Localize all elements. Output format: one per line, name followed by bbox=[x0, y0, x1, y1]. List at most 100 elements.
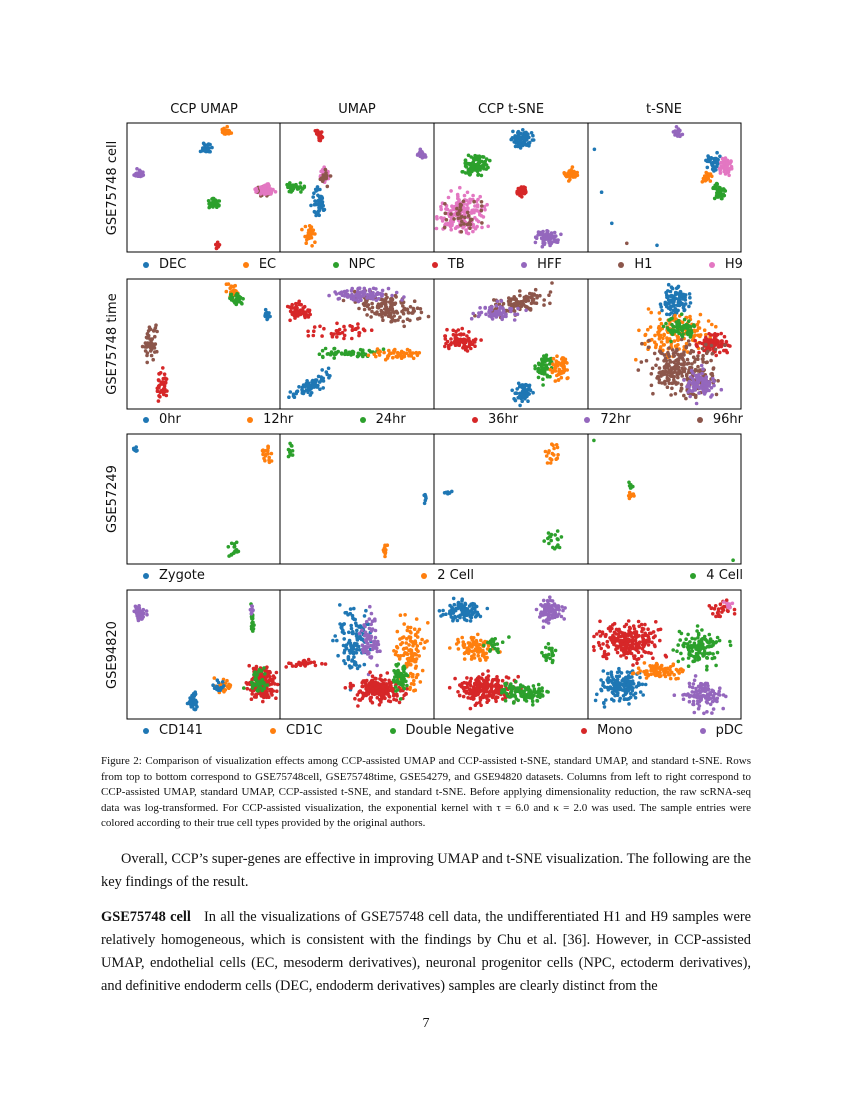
scatter-point bbox=[522, 394, 527, 399]
scatter-point bbox=[541, 625, 546, 629]
scatter-point bbox=[266, 444, 270, 449]
scatter-point bbox=[447, 685, 452, 690]
scatter-point bbox=[249, 608, 254, 612]
scatter-point bbox=[300, 227, 304, 232]
scatter-point bbox=[298, 308, 303, 313]
scatter-point bbox=[368, 296, 373, 300]
scatter-point bbox=[315, 185, 320, 189]
scatter-point bbox=[686, 390, 690, 394]
scatter-point bbox=[356, 704, 360, 708]
scatter-point bbox=[395, 694, 399, 698]
scatter-point bbox=[393, 293, 398, 298]
scatter-point bbox=[420, 668, 425, 673]
scatter-point bbox=[258, 192, 263, 196]
scatter-point bbox=[370, 301, 374, 306]
scatter-point bbox=[411, 307, 416, 312]
scatter-point bbox=[387, 694, 391, 698]
scatter-point bbox=[474, 614, 479, 618]
scatter-point bbox=[412, 627, 417, 631]
scatter-point bbox=[531, 138, 536, 142]
scatter-point bbox=[414, 617, 419, 621]
scatter-point bbox=[700, 371, 704, 376]
scatter-point bbox=[705, 159, 710, 164]
scatter-point bbox=[394, 650, 399, 654]
scatter-point bbox=[356, 299, 361, 304]
scatter-point bbox=[329, 350, 334, 354]
scatter-point bbox=[477, 649, 481, 654]
scatter-point bbox=[539, 364, 544, 369]
scatter-point bbox=[707, 332, 711, 336]
scatter-point bbox=[325, 352, 330, 356]
scatter-point bbox=[679, 389, 683, 393]
scatter-point bbox=[288, 448, 292, 453]
scatter-point bbox=[302, 658, 307, 663]
scatter-point bbox=[367, 289, 372, 293]
scatter-point bbox=[156, 384, 161, 389]
scatter-point bbox=[395, 688, 400, 692]
scatter-point bbox=[688, 295, 692, 300]
scatter-point bbox=[463, 215, 467, 220]
scatter-point bbox=[704, 342, 708, 347]
scatter-point bbox=[405, 652, 410, 656]
scatter-point bbox=[400, 298, 404, 302]
scatter-point bbox=[691, 379, 696, 384]
scatter-point bbox=[557, 612, 561, 616]
scatter-point bbox=[693, 338, 697, 343]
scatter-point bbox=[382, 350, 386, 355]
scatter-point bbox=[320, 168, 325, 172]
scatter-point bbox=[465, 334, 469, 338]
scatter-point bbox=[461, 694, 466, 699]
scatter-point bbox=[335, 329, 340, 333]
scatter-point bbox=[524, 130, 528, 135]
scatter-point bbox=[665, 336, 669, 340]
scatter-point bbox=[545, 461, 550, 465]
scatter-point bbox=[294, 390, 299, 394]
scatter-point bbox=[675, 130, 680, 134]
scatter-point bbox=[694, 342, 699, 347]
scatter-point bbox=[676, 303, 681, 308]
scatter-point bbox=[318, 324, 322, 329]
scatter-point bbox=[405, 683, 409, 688]
scatter-point bbox=[439, 204, 443, 209]
scatter-point bbox=[552, 230, 557, 235]
scatter-point bbox=[550, 599, 555, 603]
scatter-point bbox=[325, 184, 330, 189]
scatter-point bbox=[724, 165, 728, 170]
scatter-point bbox=[288, 318, 292, 323]
scatter-point bbox=[490, 317, 495, 321]
scatter-point bbox=[664, 358, 669, 363]
scatter-point bbox=[495, 299, 500, 304]
scatter-point bbox=[480, 159, 484, 164]
scatter-point bbox=[465, 613, 469, 618]
scatter-point bbox=[543, 612, 548, 617]
scatter-point bbox=[682, 350, 686, 355]
scatter-point bbox=[556, 453, 560, 457]
scatter-point bbox=[528, 693, 532, 698]
scatter-point bbox=[676, 338, 680, 343]
scatter-point bbox=[649, 310, 653, 315]
scatter-point bbox=[471, 208, 476, 212]
scatter-point bbox=[451, 610, 456, 615]
scatter-point bbox=[494, 314, 499, 319]
scatter-point bbox=[635, 657, 639, 662]
scatter-point bbox=[484, 163, 489, 167]
scatter-point bbox=[572, 173, 577, 177]
scatter-point bbox=[467, 649, 472, 653]
scatter-point bbox=[622, 624, 627, 629]
scatter-point bbox=[293, 309, 298, 314]
scatter-point bbox=[469, 657, 474, 661]
scatter-point bbox=[481, 672, 485, 676]
scatter-point bbox=[359, 625, 363, 629]
scatter-point bbox=[548, 534, 553, 539]
scatter-point bbox=[676, 371, 680, 375]
scatter-point bbox=[551, 609, 556, 614]
scatter-point bbox=[478, 657, 482, 661]
scatter-point bbox=[368, 604, 372, 609]
scatter-point bbox=[290, 188, 295, 193]
scatter-point bbox=[678, 134, 682, 139]
scatter-point bbox=[675, 325, 680, 329]
scatter-point bbox=[710, 351, 715, 356]
scatter-point bbox=[439, 216, 443, 220]
scatter-point bbox=[488, 158, 492, 163]
scatter-point bbox=[369, 635, 373, 640]
